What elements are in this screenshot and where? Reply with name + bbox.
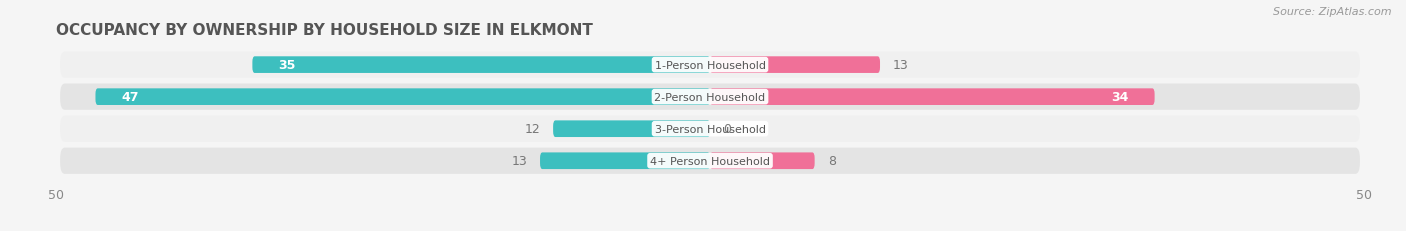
FancyBboxPatch shape — [710, 153, 814, 169]
FancyBboxPatch shape — [710, 89, 1154, 106]
FancyBboxPatch shape — [60, 148, 1360, 174]
Text: Source: ZipAtlas.com: Source: ZipAtlas.com — [1274, 7, 1392, 17]
Text: 13: 13 — [893, 59, 908, 72]
Text: OCCUPANCY BY OWNERSHIP BY HOUSEHOLD SIZE IN ELKMONT: OCCUPANCY BY OWNERSHIP BY HOUSEHOLD SIZE… — [56, 23, 593, 38]
Text: 47: 47 — [122, 91, 139, 104]
Text: 2-Person Household: 2-Person Household — [654, 92, 766, 102]
FancyBboxPatch shape — [60, 52, 1360, 78]
Text: 1-Person Household: 1-Person Household — [655, 60, 765, 70]
FancyBboxPatch shape — [60, 116, 1360, 142]
Text: 34: 34 — [1111, 91, 1129, 104]
Text: 35: 35 — [278, 59, 295, 72]
FancyBboxPatch shape — [60, 84, 1360, 110]
Text: 8: 8 — [828, 155, 835, 167]
Text: 13: 13 — [512, 155, 527, 167]
FancyBboxPatch shape — [553, 121, 710, 137]
FancyBboxPatch shape — [96, 89, 710, 106]
Text: 12: 12 — [524, 123, 540, 136]
FancyBboxPatch shape — [710, 57, 880, 74]
Text: 4+ Person Household: 4+ Person Household — [650, 156, 770, 166]
Text: 3-Person Household: 3-Person Household — [655, 124, 765, 134]
FancyBboxPatch shape — [540, 153, 710, 169]
FancyBboxPatch shape — [253, 57, 710, 74]
Text: 0: 0 — [723, 123, 731, 136]
